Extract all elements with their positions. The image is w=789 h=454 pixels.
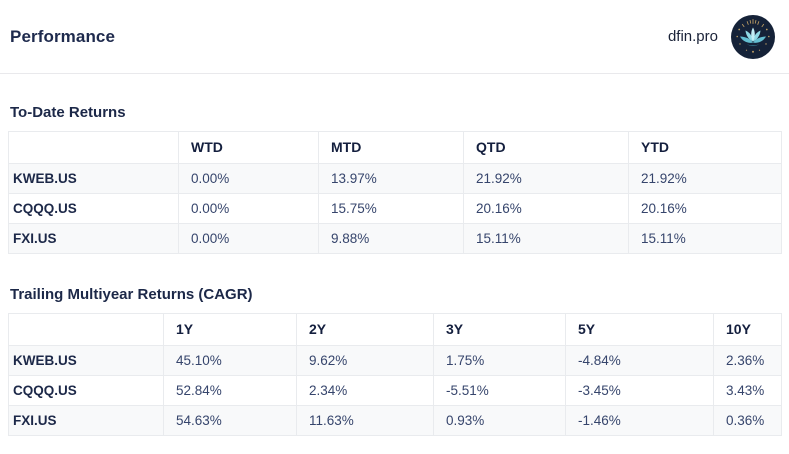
value-cell: 15.75% <box>318 193 464 224</box>
column-header-mtd: MTD <box>318 131 464 164</box>
value-cell: 0.36% <box>713 405 782 436</box>
row-label-cell: CQQQ.US <box>8 375 164 406</box>
column-header-10y: 10Y <box>713 313 782 346</box>
column-header-5y: 5Y <box>565 313 714 346</box>
column-header-1y: 1Y <box>163 313 297 346</box>
value-cell: 15.11% <box>628 223 782 254</box>
table-header-row: WTD MTD QTD YTD <box>8 131 782 164</box>
section-heading-to-date: To-Date Returns <box>10 104 126 121</box>
value-cell: 21.92% <box>628 163 782 194</box>
value-cell: 20.16% <box>463 193 629 224</box>
value-cell: 0.93% <box>433 405 566 436</box>
value-cell: 9.62% <box>296 345 434 376</box>
lotus-logo-icon <box>731 14 775 59</box>
column-header-3y: 3Y <box>433 313 566 346</box>
corner-header-cell <box>8 131 179 164</box>
value-cell: 0.00% <box>178 193 319 224</box>
main-content: To-Date Returns WTD MTD QTD YTD KWEB.US … <box>0 104 789 436</box>
value-cell: -4.84% <box>565 345 714 376</box>
table-row: CQQQ.US 0.00% 15.75% 20.16% 20.16% <box>8 193 782 224</box>
table-row: FXI.US 54.63% 11.63% 0.93% -1.46% 0.36% <box>8 405 782 436</box>
value-cell: 11.63% <box>296 405 434 436</box>
value-cell: 21.92% <box>463 163 629 194</box>
value-cell: 0.00% <box>178 163 319 194</box>
table-row: FXI.US 0.00% 9.88% 15.11% 15.11% <box>8 223 782 254</box>
value-cell: 2.34% <box>296 375 434 406</box>
value-cell: 9.88% <box>318 223 464 254</box>
row-label-cell: FXI.US <box>8 223 179 254</box>
value-cell: -3.45% <box>565 375 714 406</box>
trailing-returns-table: 1Y 2Y 3Y 5Y 10Y KWEB.US 45.10% 9.62% 1.7… <box>8 313 782 436</box>
table-row: KWEB.US 0.00% 13.97% 21.92% 21.92% <box>8 163 782 194</box>
brand-name: dfin.pro <box>667 28 718 45</box>
row-label-cell: FXI.US <box>8 405 164 436</box>
table-row: CQQQ.US 52.84% 2.34% -5.51% -3.45% 3.43% <box>8 375 782 406</box>
value-cell: 2.36% <box>713 345 782 376</box>
value-cell: 45.10% <box>163 345 297 376</box>
to-date-returns-table: WTD MTD QTD YTD KWEB.US 0.00% 13.97% 21.… <box>8 131 782 254</box>
column-header-qtd: QTD <box>463 131 629 164</box>
table-row: KWEB.US 45.10% 9.62% 1.75% -4.84% 2.36% <box>8 345 782 376</box>
column-header-wtd: WTD <box>178 131 319 164</box>
column-header-2y: 2Y <box>296 313 434 346</box>
row-label-cell: KWEB.US <box>8 345 164 376</box>
page-title: Performance <box>10 26 116 46</box>
value-cell: -5.51% <box>433 375 566 406</box>
column-header-ytd: YTD <box>628 131 782 164</box>
value-cell: 20.16% <box>628 193 782 224</box>
value-cell: 13.97% <box>318 163 464 194</box>
table-header-row: 1Y 2Y 3Y 5Y 10Y <box>8 313 782 346</box>
value-cell: 1.75% <box>433 345 566 376</box>
value-cell: 3.43% <box>713 375 782 406</box>
value-cell: -1.46% <box>565 405 714 436</box>
section-heading-trailing: Trailing Multiyear Returns (CAGR) <box>10 286 253 303</box>
top-bar: Performance dfin.pro <box>0 0 789 74</box>
brand-link[interactable]: dfin.pro <box>667 14 775 59</box>
row-label-cell: CQQQ.US <box>8 193 179 224</box>
value-cell: 0.00% <box>178 223 319 254</box>
value-cell: 54.63% <box>163 405 297 436</box>
value-cell: 52.84% <box>163 375 297 406</box>
value-cell: 15.11% <box>463 223 629 254</box>
row-label-cell: KWEB.US <box>8 163 179 194</box>
corner-header-cell <box>8 313 164 346</box>
